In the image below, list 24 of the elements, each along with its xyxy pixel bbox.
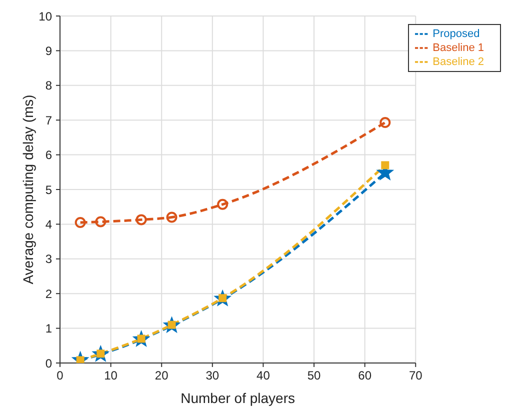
- y-axis-title: Average computing delay (ms): [20, 94, 36, 284]
- y-tick-label: 6: [45, 148, 52, 162]
- y-tick-label: 5: [45, 182, 52, 197]
- y-tick-label: 3: [45, 252, 52, 266]
- y-tick-label: 9: [45, 44, 52, 58]
- x-tick-label: 50: [307, 368, 322, 383]
- x-tick-label: 60: [358, 368, 372, 383]
- x-axis-title: Number of players: [180, 390, 296, 406]
- x-tick-label: 30: [206, 368, 220, 383]
- x-tick-label: 70: [408, 368, 423, 383]
- legend-label: Baseline 1: [432, 42, 484, 54]
- y-tick-label: 4: [45, 217, 52, 232]
- x-tick-label: 10: [104, 368, 118, 383]
- x-tick-label: 0: [56, 368, 64, 383]
- legend-label: Baseline 2: [432, 56, 484, 68]
- y-tick-label: 2: [45, 286, 52, 301]
- y-tick-label: 7: [45, 113, 52, 128]
- y-tick-label: 8: [45, 78, 52, 93]
- y-tick-label: 1: [45, 322, 52, 336]
- y-tick-label: 10: [38, 9, 52, 24]
- y-tick-label: 0: [45, 356, 52, 370]
- x-tick-label: 40: [256, 368, 270, 383]
- legend-label: Proposed: [432, 28, 480, 40]
- x-tick-label: 20: [154, 368, 169, 383]
